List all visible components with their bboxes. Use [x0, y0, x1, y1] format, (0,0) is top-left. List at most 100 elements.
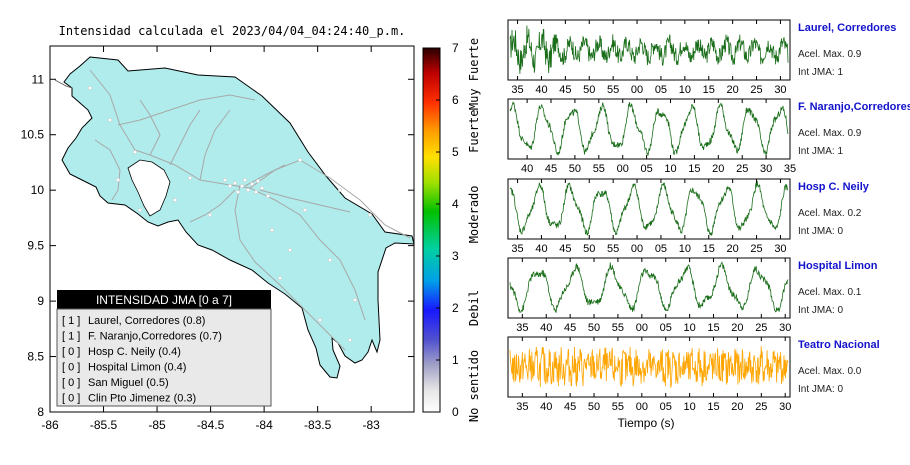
trace-station-name: F. Naranjo,Corredores — [798, 101, 910, 113]
trace-panel: 35 40 45 50 55 00 05 10 15 20 25 30 Teatro Nacional A… — [507, 336, 880, 413]
trace-x-tick-label: 30 — [774, 243, 786, 255]
road-network — [89, 69, 411, 351]
road-line — [169, 109, 201, 166]
city-point — [278, 276, 282, 280]
city-point — [288, 248, 292, 252]
trace-x-tick-label: 40 — [521, 163, 533, 175]
trace-jma-intensity: Int JMA: 0 — [798, 305, 843, 316]
map-y-tick-label: 9 — [37, 294, 44, 308]
trace-station-name: Hosp C. Neily — [798, 181, 870, 193]
trace-peak-accel: Acel. Max. 0.0 — [798, 366, 862, 377]
trace-x-tick-label: 20 — [727, 84, 739, 96]
city-point — [236, 190, 240, 194]
trace-x-tick-label: 00 — [636, 401, 648, 413]
trace-frame — [507, 257, 791, 319]
trace-x-tick-label: 05 — [660, 322, 672, 334]
trace-x-tick-label: 25 — [750, 243, 762, 255]
costa-rica-outline — [61, 56, 415, 379]
trace-x-tick-label: 45 — [564, 401, 576, 413]
colorbar-tick-label: 7 — [452, 41, 459, 55]
trace-x-tick-label: 00 — [631, 243, 643, 255]
trace-x-tick-label: 10 — [679, 243, 691, 255]
trace-x-tick-label: 10 — [679, 84, 691, 96]
trace-x-tick-label: 20 — [731, 322, 743, 334]
trace-x-tick-label: 45 — [564, 322, 576, 334]
trace-x-tick-label: 10 — [664, 163, 676, 175]
trace-jma-intensity: Int JMA: 0 — [798, 384, 843, 395]
city-point — [270, 228, 274, 232]
city-point — [133, 150, 137, 154]
trace-x-tick-label: 30 — [779, 322, 791, 334]
trace-x-tick-label: 40 — [540, 322, 552, 334]
legend-header-bg — [57, 290, 271, 309]
legend-row-level: [ 0 ] — [62, 393, 80, 405]
trace-x-tick-label: 15 — [703, 243, 715, 255]
map-title: Intensidad calculada el 2023/04/04_04:24… — [59, 24, 406, 38]
trace-panel: 35 40 45 50 55 00 05 10 15 20 25 30 Hosp C. Neily Ace… — [507, 178, 870, 255]
trace-x-tick-label: 30 — [779, 401, 791, 413]
trace-frame — [507, 178, 791, 240]
road-line — [299, 304, 346, 351]
colorbar-tick-label: 3 — [452, 249, 459, 263]
trace-x-tick-label: 55 — [607, 84, 619, 96]
trace-x-tick-label: 10 — [684, 401, 696, 413]
colorbar-tick-label: 5 — [452, 145, 459, 159]
seismogram-panels: 35 40 45 50 55 00 05 10 15 20 25 30 Laurel, Corredor… — [507, 19, 910, 413]
trace-x-tick-label: 35 — [511, 243, 523, 255]
trace-jma-intensity: Int JMA: 0 — [798, 226, 843, 237]
trace-x-tick-label: 35 — [511, 84, 523, 96]
road-line — [234, 184, 301, 306]
city-point — [353, 298, 357, 302]
trace-x-tick-label: 55 — [593, 163, 605, 175]
trace-x-tick-label: 55 — [612, 401, 624, 413]
trace-panel: 35 40 45 50 55 00 05 10 15 20 25 30 Hospital Limon Ac… — [507, 257, 878, 334]
trace-x-tick-label: 50 — [583, 243, 595, 255]
trace-x-tick-label: 50 — [588, 322, 600, 334]
map-y-tick-label: 9.5 — [27, 239, 44, 253]
border-line — [54, 79, 73, 89]
costa-rica-land — [54, 56, 415, 379]
trace-x-tick-label: 30 — [760, 163, 772, 175]
legend-row-level: [ 1 ] — [62, 315, 80, 327]
trace-x-tick-label: 10 — [684, 322, 696, 334]
gulf-of-nicoya — [127, 159, 171, 217]
trace-peak-accel: Acel. Max. 0.9 — [798, 49, 862, 60]
legend-row: [ 1 ] Laurel, Corredores (0.8) — [62, 315, 205, 327]
trace-x-tick-label: 20 — [731, 401, 743, 413]
map-x-tick-label: -83 — [363, 418, 381, 432]
trace-peak-accel: Acel. Max. 0.2 — [798, 208, 862, 219]
city-point — [328, 258, 332, 262]
city-point — [266, 194, 270, 198]
map-x-tick-label: -85 — [148, 418, 166, 432]
trace-x-tick-label: 40 — [535, 243, 547, 255]
trace-peak-accel: Acel. Max. 0.1 — [798, 287, 862, 298]
waveform-line — [509, 346, 789, 388]
city-point — [88, 86, 92, 90]
city-point — [108, 118, 112, 122]
legend-row-level: [ 0 ] — [62, 362, 80, 374]
road-line — [189, 189, 236, 223]
legend-row-station: F. Naranjo,Corredores (0.7) — [88, 331, 222, 343]
city-point — [138, 208, 142, 212]
trace-panel: 35 40 45 50 55 00 05 10 15 20 25 30 Laurel, Corredor… — [507, 19, 896, 96]
city-point — [298, 158, 302, 162]
legend-row-station: Hospital Limon (0.4) — [88, 362, 186, 374]
map-x-axis: -86 -85.5 -85 -84.5 -84 -83.5 -83 — [41, 46, 380, 432]
city-point — [243, 178, 247, 182]
city-point — [260, 186, 264, 190]
city-point — [116, 178, 120, 182]
city-point — [233, 181, 237, 185]
legend-title: INTENSIDAD JMA [0 a 7] — [96, 293, 232, 307]
trace-panel: 40 45 50 55 00 05 10 15 20 25 30 35 F. Naranjo,Corre… — [507, 98, 910, 175]
trace-x-tick-label: 25 — [736, 163, 748, 175]
map-frame — [49, 45, 415, 413]
city-point — [223, 178, 227, 182]
city-point — [338, 188, 342, 192]
map-y-tick-label: 10.5 — [21, 128, 45, 142]
trace-x-tick-label: 15 — [703, 84, 715, 96]
road-line — [94, 139, 121, 201]
intensity-legend: INTENSIDAD JMA [0 a 7] [ 1 ] Laurel, Corr… — [56, 290, 272, 407]
trace-station-name: Laurel, Corredores — [798, 22, 896, 34]
